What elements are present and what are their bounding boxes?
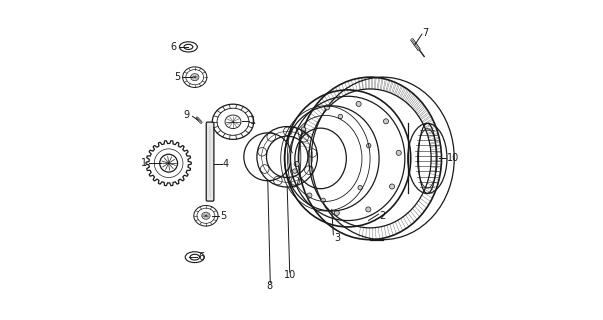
Circle shape bbox=[384, 119, 388, 124]
FancyBboxPatch shape bbox=[206, 122, 214, 201]
Text: 7: 7 bbox=[423, 28, 429, 38]
Circle shape bbox=[390, 184, 394, 189]
Text: 9: 9 bbox=[184, 110, 190, 120]
Text: 5: 5 bbox=[221, 211, 227, 221]
Circle shape bbox=[301, 127, 306, 132]
Circle shape bbox=[307, 193, 312, 198]
Text: 4: 4 bbox=[223, 159, 229, 169]
Circle shape bbox=[334, 210, 339, 215]
Circle shape bbox=[338, 114, 343, 119]
Circle shape bbox=[294, 161, 299, 166]
Text: 10: 10 bbox=[447, 153, 459, 164]
Text: 10: 10 bbox=[283, 270, 296, 280]
Text: 1: 1 bbox=[250, 116, 256, 126]
Text: 6: 6 bbox=[198, 252, 204, 262]
Circle shape bbox=[324, 105, 330, 110]
Circle shape bbox=[356, 101, 361, 107]
Text: 3: 3 bbox=[334, 233, 340, 243]
Circle shape bbox=[301, 128, 306, 133]
Text: 2: 2 bbox=[379, 211, 386, 221]
Circle shape bbox=[321, 198, 326, 203]
Circle shape bbox=[358, 185, 362, 190]
Text: 8: 8 bbox=[266, 281, 272, 291]
Text: 5: 5 bbox=[174, 72, 180, 82]
Circle shape bbox=[292, 169, 297, 173]
Text: 1: 1 bbox=[141, 158, 147, 168]
Circle shape bbox=[396, 150, 401, 156]
Circle shape bbox=[366, 207, 371, 212]
Text: 6: 6 bbox=[171, 42, 177, 52]
Circle shape bbox=[367, 143, 371, 148]
